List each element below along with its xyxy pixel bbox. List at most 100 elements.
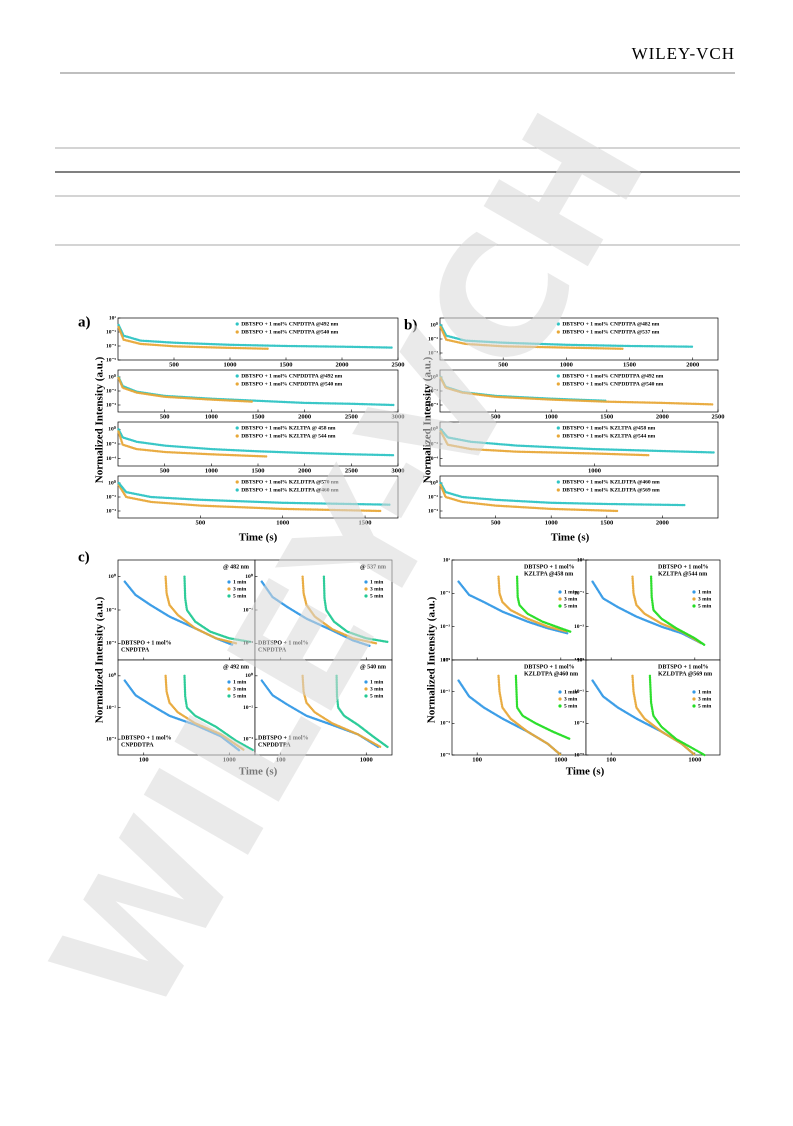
legend-marker [227, 694, 231, 698]
y-tick-label: 10⁻¹ [574, 689, 584, 695]
legend-label: DBTSPO + 1 mol% KZLDTPA @460 nm [562, 479, 660, 485]
decay-curve [335, 674, 390, 749]
y-tick-label: 10⁻⁴ [428, 402, 438, 408]
legend-label: DBTSPO + 1 mol% KZLTPA @ 544 nm [241, 433, 336, 439]
legend-marker [556, 488, 560, 492]
legend-label: 3 min [698, 696, 711, 702]
y-tick-label: 10⁰ [108, 672, 117, 679]
legend-marker [364, 680, 368, 684]
annotation: KZLDTPA @569 nm [658, 671, 712, 677]
panel-label: b) [404, 317, 417, 333]
y-tick-label: 10⁻³ [440, 624, 450, 630]
decay-curve [117, 323, 394, 349]
x-tick-label: 100 [606, 756, 616, 763]
legend-label: 5 min [370, 593, 383, 599]
legend-marker [556, 374, 560, 378]
x-tick-label: 2500 [345, 467, 358, 474]
legend-marker [558, 590, 562, 594]
y-tick-label: 10¹ [577, 557, 585, 563]
annotation: CNPDDTPA [121, 742, 154, 748]
x-tick-label: 1000 [223, 756, 236, 763]
legend-marker [364, 594, 368, 598]
decay-curve [183, 575, 253, 644]
legend-label: 1 min [698, 589, 711, 595]
annotation: CNPDTPA [258, 647, 287, 653]
legend-marker [556, 480, 560, 484]
x-tick-label: 1000 [224, 361, 237, 368]
legend-label: 3 min [698, 596, 711, 602]
x-tick-label: 1000 [545, 413, 558, 420]
legend-marker [556, 382, 560, 386]
legend-label: DBTSPO + 1 mol% KZLTPA @458 nm [562, 425, 655, 431]
y-tick-label: 10⁰ [108, 479, 117, 486]
x-tick-label: 1000 [560, 361, 573, 368]
legend-label: DBTSPO + 1 mol% CNPDDTPA @540 nm [562, 381, 663, 387]
decay-curve [260, 580, 371, 648]
y-tick-label: 10⁻³ [440, 721, 450, 727]
y-tick-label: 10⁻³ [574, 624, 584, 630]
legend-marker [235, 374, 239, 378]
legend-marker [556, 322, 560, 326]
x-tick-label: 500 [160, 467, 170, 474]
legend-marker [235, 426, 239, 430]
x-tick-label: 1500 [252, 467, 265, 474]
y-tick-label: 10⁻⁵ [440, 657, 450, 663]
legend-marker [364, 587, 368, 591]
y-tick-label: 10⁰ [430, 373, 439, 380]
annotation: DBTSPO + 1 mol% [658, 664, 709, 670]
legend-marker [235, 322, 239, 326]
legend-label: DBTSPO + 1 mol% KZLTPA @544 nm [562, 433, 655, 439]
legend-label: DBTSPO + 1 mol% CNPDTPA @482 nm [562, 321, 659, 327]
annotation: DBTSPO + 1 mol% [121, 735, 172, 741]
legend-marker [558, 604, 562, 608]
x-tick-label: 2000 [298, 413, 311, 420]
y-tick-label: 10⁻⁵ [574, 752, 584, 758]
y-axis-label: Normalized Intensity (a.u.) [94, 356, 106, 483]
legend-label: DBTSPO + 1 mol% CNPDTPA @492 nm [241, 321, 338, 327]
legend-marker [692, 597, 696, 601]
legend-label: 3 min [233, 686, 246, 692]
y-tick-label: 10⁻⁴ [428, 350, 438, 356]
x-tick-label: 500 [160, 413, 170, 420]
legend-label: DBTSPO + 1 mol% KZLTPA @ 458 nm [241, 425, 336, 431]
legend-label: 1 min [564, 689, 577, 695]
decay-curve [164, 674, 246, 752]
decay-curve [439, 483, 620, 513]
y-axis-label: Normalized Intensity (a.u.) [422, 356, 434, 483]
y-tick-label: 10⁻⁵ [106, 357, 116, 363]
annotation: CNPDTPA [121, 647, 150, 653]
y-tick-label: 10⁻² [243, 705, 253, 711]
annotation: CNPDDTPA [258, 742, 291, 748]
legend-label: 1 min [233, 579, 246, 585]
x-tick-label: 500 [491, 413, 501, 420]
annotation: @ 482 nm [223, 564, 249, 570]
y-tick-label: 10⁻⁴ [106, 508, 116, 514]
subplot: 10⁰ 10⁻² 10⁻⁴ 1000 DBTSPO + 1 mol% KZLTPA @4… [428, 421, 719, 474]
x-tick-label: 2500 [392, 361, 405, 368]
decay-curve [439, 481, 686, 507]
legend-marker [692, 690, 696, 694]
x-tick-label: 1000 [360, 756, 373, 763]
y-tick-label: 10⁻¹ [440, 591, 450, 597]
decay-curve [497, 674, 562, 757]
legend-marker [227, 587, 231, 591]
y-tick-label: 10⁰ [245, 573, 254, 580]
x-tick-label: 100 [472, 756, 482, 763]
y-axis-label: Normalized Intensity (a.u.) [94, 596, 106, 723]
x-tick-label: 2000 [336, 361, 349, 368]
x-tick-label: 1500 [359, 519, 372, 526]
legend-label: 5 min [564, 603, 577, 609]
decay-curve [648, 674, 706, 757]
legend-label: DBTSPO + 1 mol% KZLDTPA @460 nm [241, 487, 339, 493]
annotation: DBTSPO + 1 mol% [258, 735, 309, 741]
y-tick-label: 10⁻² [106, 441, 116, 447]
plot-frame [439, 317, 719, 361]
x-tick-label: 1000 [688, 756, 701, 763]
annotation: @ 540 nm [360, 664, 386, 670]
x-tick-label: 1000 [554, 756, 567, 763]
decay-curve [649, 575, 706, 647]
legend-marker [227, 680, 231, 684]
